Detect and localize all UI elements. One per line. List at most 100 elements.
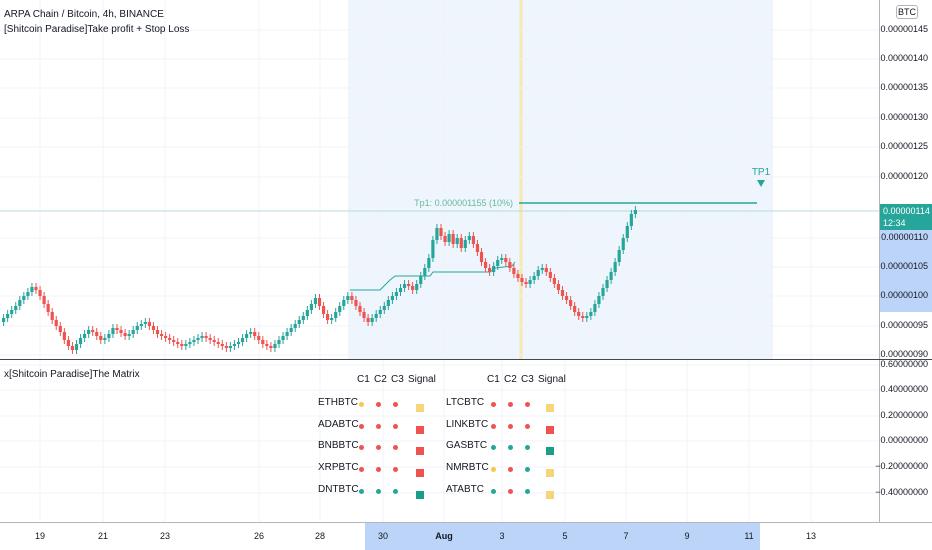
- candle: [625, 226, 629, 238]
- signal-square: [416, 447, 424, 455]
- candlestick-chart[interactable]: Tp1: 0.000001155 (10%) TP1: [0, 0, 879, 359]
- candle: [135, 326, 139, 330]
- candle: [139, 324, 143, 326]
- candle: [127, 334, 131, 336]
- candle: [326, 314, 330, 320]
- entry-line: [350, 261, 516, 291]
- status-dot: [359, 467, 364, 472]
- currency-badge[interactable]: BTC: [896, 5, 918, 19]
- price-label: 0.00000110: [881, 232, 928, 242]
- matrix-pair-label: NMRBTC: [446, 462, 489, 473]
- candle: [281, 336, 285, 340]
- candle: [427, 258, 431, 268]
- matrix-header: C1: [487, 374, 500, 385]
- candle: [613, 262, 617, 272]
- candle: [301, 316, 305, 320]
- candle: [58, 326, 62, 332]
- ind-axis-label: −0.40000000: [875, 487, 928, 497]
- matrix-pair-label: ADABTC: [318, 419, 359, 430]
- candle: [184, 344, 188, 346]
- tp1-line-label: Tp1: 0.000001155 (10%): [414, 198, 513, 208]
- candle: [123, 333, 127, 336]
- candle: [18, 300, 22, 306]
- candle: [439, 228, 443, 236]
- candle: [512, 268, 516, 274]
- current-price-tag: 0.00000114 12:34: [880, 204, 932, 230]
- candle: [629, 214, 633, 226]
- status-dot: [393, 467, 398, 472]
- candle: [78, 338, 83, 344]
- price-label: 0.00000095: [880, 320, 928, 330]
- candle: [188, 342, 192, 344]
- candle: [10, 310, 14, 314]
- time-axis[interactable]: 19 21 23 26 28 30 Aug 3 5 7 9 11 13: [0, 522, 932, 550]
- status-dot: [491, 467, 496, 472]
- candle: [447, 234, 451, 242]
- candle: [159, 334, 164, 336]
- status-dot: [359, 424, 364, 429]
- signal-square: [416, 426, 424, 434]
- candle: [451, 234, 455, 244]
- status-dot: [359, 489, 364, 494]
- price-axis[interactable]: BTC 0.00000145 0.00000140 0.00000135 0.0000…: [879, 0, 932, 359]
- candle: [70, 346, 75, 350]
- status-dot: [491, 445, 496, 450]
- candle: [42, 296, 46, 304]
- candle: [321, 306, 326, 314]
- status-dot: [508, 402, 513, 407]
- candle: [196, 338, 200, 340]
- matrix-header: Signal: [538, 374, 566, 385]
- candle: [74, 344, 79, 350]
- main-chart-pane[interactable]: Tp1: 0.000001155 (10%) TP1 ARPA Chain / B…: [0, 0, 879, 359]
- candle: [479, 252, 484, 262]
- status-dot: [376, 424, 381, 429]
- matrix-pair-label: ETHBTC: [318, 397, 358, 408]
- candle: [524, 282, 528, 284]
- ind-axis-label: 0.40000000: [880, 384, 928, 394]
- candle: [164, 336, 168, 338]
- candle: [621, 238, 625, 250]
- candle: [394, 292, 399, 296]
- matrix-header: C2: [374, 374, 387, 385]
- candle: [208, 338, 212, 340]
- candle: [289, 328, 293, 332]
- time-label: 19: [34, 531, 46, 541]
- candle: [285, 332, 289, 336]
- matrix-indicator-pane[interactable]: x[Shitcoin Paradise]The Matrix C1 C1 C2 C2 C…: [0, 360, 879, 522]
- matrix-header: Signal: [408, 374, 436, 385]
- candle: [147, 322, 151, 326]
- candle: [261, 340, 265, 344]
- candle: [107, 334, 111, 338]
- candle: [228, 346, 232, 348]
- candle: [2, 318, 6, 322]
- indicator-axis[interactable]: 0.60000000 0.40000000 0.20000000 0.00000000…: [875, 359, 932, 522]
- candle: [633, 210, 637, 214]
- candle: [366, 318, 370, 322]
- candle: [374, 314, 378, 318]
- candle: [467, 236, 471, 240]
- candle: [593, 304, 597, 312]
- candle: [342, 300, 346, 306]
- matrix-pair-label: LINKBTC: [446, 419, 489, 430]
- candle: [176, 342, 180, 344]
- time-label: 28: [314, 531, 326, 541]
- time-label: 13: [805, 531, 817, 541]
- candle: [66, 340, 70, 346]
- candle: [338, 306, 342, 312]
- candle: [415, 284, 419, 290]
- ind-axis-label: −0.20000000: [875, 461, 928, 471]
- status-dot: [393, 445, 398, 450]
- pane-separator[interactable]: [0, 359, 932, 360]
- candle: [390, 296, 394, 300]
- candle: [54, 320, 58, 326]
- status-dot: [359, 402, 364, 407]
- status-dot: [376, 467, 381, 472]
- current-price: 0.00000114: [883, 206, 930, 216]
- candle: [556, 284, 561, 290]
- matrix-indicator-legend[interactable]: x[Shitcoin Paradise]The Matrix: [4, 369, 140, 380]
- status-dot: [508, 424, 513, 429]
- indicator-legend[interactable]: [Shitcoin Paradise]Take profit + Stop Lo…: [4, 24, 190, 35]
- candle: [240, 338, 245, 342]
- chart-title[interactable]: ARPA Chain / Bitcoin, 4h, BINANCE: [4, 9, 164, 20]
- price-label: 0.00000140: [880, 53, 928, 63]
